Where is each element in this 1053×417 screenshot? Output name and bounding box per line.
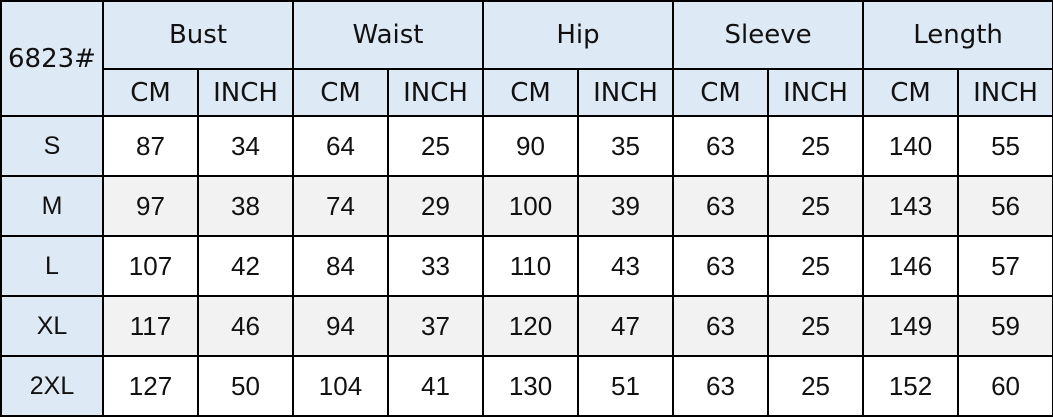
measurement-cell: 63 [672, 175, 770, 237]
measurement-cell: 63 [672, 355, 770, 417]
style-number: 6823# [0, 0, 104, 117]
unit-header-inch: INCH [767, 68, 865, 117]
measurement-cell: 37 [386, 295, 485, 357]
measurement-cell: 110 [482, 235, 580, 297]
unit-header-inch: INCH [197, 68, 294, 117]
unit-header-row: CM INCH CM INCH CM INCH CM INCH CM INCH [1, 68, 1053, 117]
measurement-cell: 56 [957, 175, 1053, 237]
unit-header-cm: CM [672, 68, 770, 117]
size-label: 2XL [0, 355, 104, 417]
measurement-cell: 43 [577, 235, 675, 297]
measurement-cell: 55 [957, 115, 1053, 177]
unit-header-cm: CM [292, 68, 389, 117]
measurement-cell: 63 [672, 235, 770, 297]
unit-header-inch: INCH [577, 68, 675, 117]
measurement-cell: 25 [386, 115, 485, 177]
measurement-cell: 84 [292, 235, 389, 297]
measurement-cell: 25 [767, 295, 865, 357]
measurement-cell: 63 [672, 295, 770, 357]
table-row: S 87 34 64 25 90 35 63 25 140 55 [0, 115, 1053, 177]
group-header-sleeve: Sleeve [672, 0, 865, 70]
measurement-cell: 51 [577, 355, 675, 417]
measurement-cell: 25 [767, 175, 865, 237]
size-label: L [0, 235, 104, 297]
unit-header-cm: CM [482, 68, 580, 117]
measurement-cell: 100 [482, 175, 580, 237]
size-label: S [0, 115, 104, 177]
group-header-bust: Bust [102, 0, 294, 70]
measurement-cell: 146 [862, 235, 960, 297]
group-header-row: 6823# Bust Waist Hip Sleeve Length [0, 0, 1053, 117]
measurement-cell: 46 [197, 295, 294, 357]
measurement-cell: 120 [482, 295, 580, 357]
group-header-waist: Waist [291, 0, 485, 70]
measurement-cell: 57 [957, 235, 1053, 297]
measurement-cell: 29 [386, 175, 485, 237]
measurement-cell: 33 [386, 235, 485, 297]
table-row: XL 117 46 94 37 120 47 63 25 149 59 [0, 295, 1053, 357]
measurement-cell: 152 [862, 355, 960, 417]
table-row: 2XL 127 50 104 41 130 51 63 25 152 60 [0, 355, 1053, 417]
measurement-cell: 149 [862, 295, 960, 357]
measurement-cell: 25 [767, 355, 865, 417]
measurement-cell: 130 [482, 355, 580, 417]
measurement-cell: 64 [292, 115, 389, 177]
size-label: M [0, 175, 104, 237]
measurement-cell: 90 [482, 115, 580, 177]
measurement-cell: 25 [767, 235, 865, 297]
measurement-cell: 143 [862, 175, 960, 237]
unit-header-cm: CM [862, 68, 960, 117]
measurement-cell: 41 [386, 355, 485, 417]
measurement-cell: 60 [957, 355, 1053, 417]
measurement-cell: 127 [102, 355, 199, 417]
measurement-cell: 39 [577, 175, 675, 237]
measurement-cell: 35 [577, 115, 675, 177]
measurement-cell: 74 [292, 175, 389, 237]
measurement-cell: 94 [292, 295, 389, 357]
unit-header-cm: CM [102, 68, 199, 117]
measurement-cell: 47 [577, 295, 675, 357]
measurement-cell: 34 [197, 115, 294, 177]
measurement-cell: 25 [767, 115, 865, 177]
measurement-cell: 117 [102, 295, 199, 357]
measurement-cell: 104 [292, 355, 389, 417]
measurement-cell: 63 [672, 115, 770, 177]
measurement-cell: 42 [197, 235, 294, 297]
unit-header-inch: INCH [386, 68, 485, 117]
table-row: L 107 42 84 33 110 43 63 25 146 57 [0, 235, 1053, 297]
group-header-length: Length [862, 0, 1053, 70]
measurement-cell: 87 [102, 115, 199, 177]
measurement-cell: 107 [102, 235, 199, 297]
measurement-cell: 38 [197, 175, 294, 237]
size-label: XL [0, 295, 104, 357]
measurement-cell: 59 [957, 295, 1053, 357]
measurement-cell: 50 [197, 355, 294, 417]
measurement-cell: 97 [102, 175, 199, 237]
measurement-cell: 140 [862, 115, 960, 177]
table-row: M 97 38 74 29 100 39 63 25 143 56 [0, 175, 1053, 237]
group-header-hip: Hip [482, 0, 675, 70]
unit-header-inch: INCH [957, 68, 1053, 117]
